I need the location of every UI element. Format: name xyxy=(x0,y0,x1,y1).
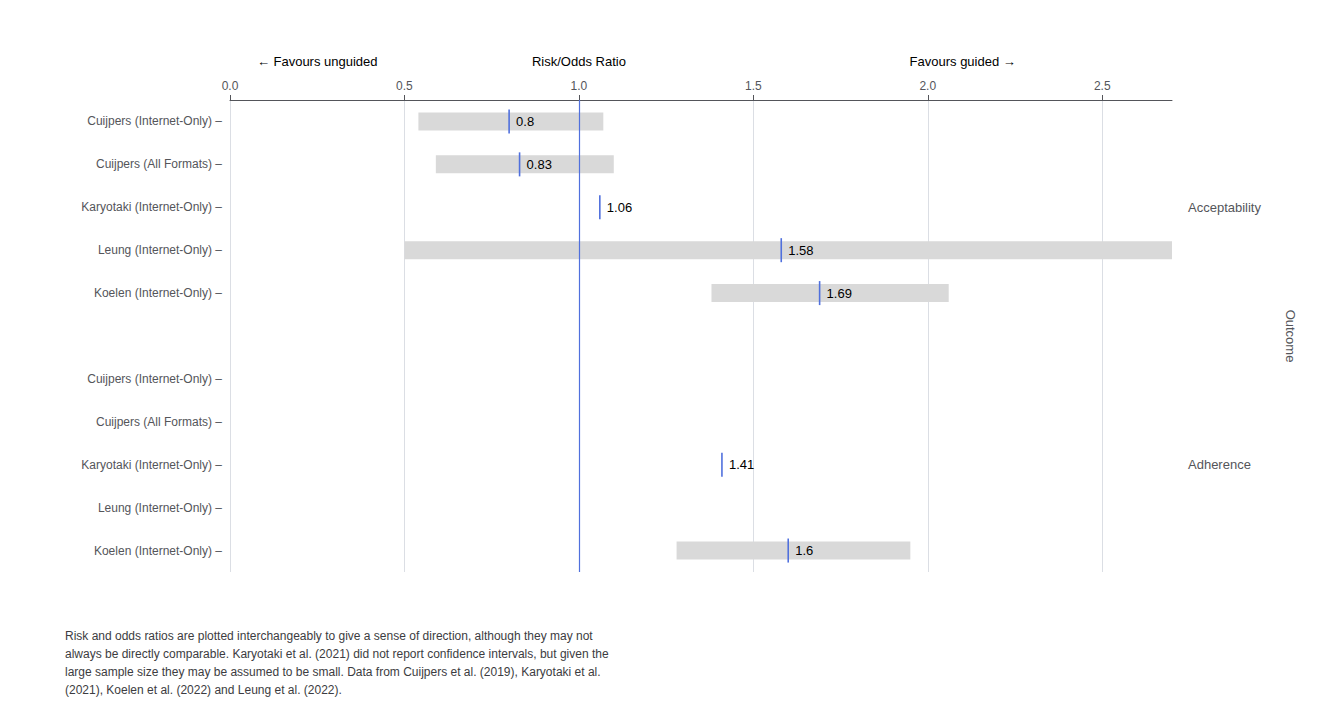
svg-text:1.41: 1.41 xyxy=(729,457,754,472)
svg-text:Outcome: Outcome xyxy=(1283,310,1298,363)
svg-text:Acceptability: Acceptability xyxy=(1188,200,1261,215)
svg-text:1.5: 1.5 xyxy=(745,79,762,93)
svg-text:0.0: 0.0 xyxy=(222,79,239,93)
svg-text:2.5: 2.5 xyxy=(1094,79,1111,93)
svg-text:0.8: 0.8 xyxy=(516,114,534,129)
svg-text:1.0: 1.0 xyxy=(571,79,588,93)
svg-text:Karyotaki (Internet-Only) –: Karyotaki (Internet-Only) – xyxy=(81,458,222,472)
svg-text:Risk and odds ratios are plott: Risk and odds ratios are plotted interch… xyxy=(65,629,593,643)
svg-text:Favours guided →: Favours guided → xyxy=(910,54,1016,69)
svg-text:Cuijpers (Internet-Only) –: Cuijpers (Internet-Only) – xyxy=(87,372,222,386)
svg-text:Cuijpers (All Formats) –: Cuijpers (All Formats) – xyxy=(96,157,222,171)
svg-text:Risk/Odds Ratio: Risk/Odds Ratio xyxy=(532,54,626,69)
svg-text:Cuijpers (Internet-Only) –: Cuijpers (Internet-Only) – xyxy=(87,114,222,128)
svg-text:Cuijpers (All Formats) –: Cuijpers (All Formats) – xyxy=(96,415,222,429)
svg-text:(2021), Koelen et al. (2022) a: (2021), Koelen et al. (2022) and Leung e… xyxy=(65,683,342,697)
svg-text:1.69: 1.69 xyxy=(827,286,852,301)
svg-text:Karyotaki (Internet-Only) –: Karyotaki (Internet-Only) – xyxy=(81,200,222,214)
svg-text:0.83: 0.83 xyxy=(527,157,552,172)
svg-text:1.06: 1.06 xyxy=(607,200,632,215)
svg-text:Koelen (Internet-Only) –: Koelen (Internet-Only) – xyxy=(94,286,222,300)
svg-text:always be directly comparable.: always be directly comparable. Karyotaki… xyxy=(65,647,609,661)
svg-text:Leung (Internet-Only) –: Leung (Internet-Only) – xyxy=(98,243,222,257)
svg-text:Leung (Internet-Only) –: Leung (Internet-Only) – xyxy=(98,501,222,515)
svg-text:0.5: 0.5 xyxy=(396,79,413,93)
svg-text:← Favours unguided: ← Favours unguided xyxy=(257,54,378,69)
svg-text:Koelen (Internet-Only) –: Koelen (Internet-Only) – xyxy=(94,544,222,558)
svg-text:1.6: 1.6 xyxy=(795,543,813,558)
svg-text:2.0: 2.0 xyxy=(919,79,936,93)
svg-text:large sample size they may be: large sample size they may be assumed to… xyxy=(65,665,601,679)
svg-text:1.58: 1.58 xyxy=(788,243,813,258)
svg-text:Adherence: Adherence xyxy=(1188,457,1251,472)
